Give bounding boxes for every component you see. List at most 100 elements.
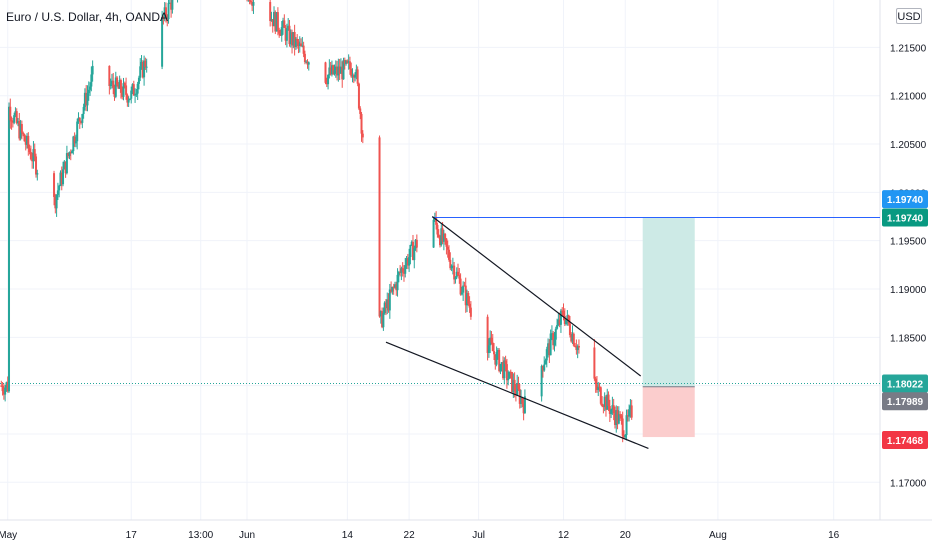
candle-body — [20, 124, 23, 133]
candle-body — [342, 60, 345, 80]
candle-body — [396, 274, 399, 291]
entry-price-badge: 1.17989 — [887, 397, 924, 408]
candle-body — [166, 17, 169, 20]
candle-body — [544, 360, 547, 365]
candle-body — [558, 319, 561, 325]
candle-body — [517, 383, 520, 390]
candle-body — [56, 190, 59, 195]
candle-body — [252, 1, 255, 6]
candle-body — [446, 246, 449, 250]
candle-body — [576, 346, 579, 351]
candle-body — [563, 316, 566, 324]
candle-body — [134, 94, 137, 96]
candle-body — [332, 65, 335, 74]
candle-body — [557, 319, 560, 326]
candle-body — [595, 384, 598, 390]
candle-body — [541, 365, 544, 371]
lower-trendline — [385, 341, 649, 450]
y-tick-label: 1.17000 — [890, 478, 927, 489]
candle-body — [163, 7, 166, 19]
candle-body — [65, 153, 68, 174]
candle-body — [455, 271, 458, 278]
stop-price-badge: 1.17468 — [887, 436, 924, 447]
candle-body — [117, 84, 120, 89]
candle-body — [548, 343, 551, 356]
candle-body — [500, 362, 503, 364]
candle-body — [112, 80, 115, 88]
candle-body — [570, 335, 573, 342]
candle-body — [395, 284, 398, 291]
x-tick-label: May — [0, 530, 17, 541]
target-price-badge: 1.19740 — [887, 195, 924, 206]
candle-body — [123, 83, 126, 86]
candle-body — [294, 38, 297, 47]
candle-body — [110, 80, 113, 85]
candle-body — [276, 12, 279, 30]
candle-body — [621, 418, 624, 436]
candle-body — [284, 27, 287, 41]
y-tick-label: 1.21500 — [890, 43, 927, 54]
x-tick-label: Jun — [239, 530, 255, 541]
candle-body — [436, 224, 439, 235]
candle-body — [251, 2, 254, 6]
candle-body — [60, 172, 63, 185]
candle-body — [625, 415, 628, 436]
candle-body — [442, 233, 445, 242]
candle-body — [69, 151, 72, 154]
candle-body — [414, 239, 417, 249]
currency-selector[interactable]: USD — [896, 8, 922, 24]
candle-body — [356, 69, 359, 84]
candle-body — [593, 347, 596, 379]
candle-body — [274, 11, 277, 32]
candle-body — [458, 275, 461, 279]
candle-body — [523, 396, 526, 414]
candle-body — [324, 62, 327, 83]
candle-body — [630, 405, 633, 418]
x-tick-label: 22 — [404, 530, 416, 541]
candle-body — [509, 371, 512, 373]
candle-body — [127, 99, 130, 103]
candle-body — [131, 84, 134, 91]
candle-body — [598, 386, 601, 388]
symbol-title[interactable]: Euro / U.S. Dollar, 4h, OANDA — [6, 10, 169, 24]
candle-body — [496, 350, 499, 352]
candle-body — [292, 31, 295, 46]
candle-body — [610, 409, 613, 414]
candle-body — [451, 265, 454, 267]
candle-body — [249, 0, 252, 3]
candle-body — [8, 106, 11, 392]
candle-body — [466, 292, 469, 306]
candle-body — [599, 387, 602, 404]
candle-body — [273, 11, 276, 27]
candle-body — [10, 120, 13, 122]
candle-body — [392, 286, 395, 288]
candle-body — [23, 134, 26, 142]
candle-body — [71, 151, 74, 154]
candle-body — [608, 406, 611, 414]
candle-body — [383, 302, 386, 314]
candle-body — [457, 271, 460, 276]
candle-body — [330, 65, 333, 75]
candle-body — [296, 38, 299, 42]
candle-body — [504, 360, 507, 365]
candle-body — [378, 137, 381, 317]
candle-body — [440, 228, 443, 246]
candle-body — [306, 61, 309, 65]
candle-body — [11, 121, 14, 123]
candle-body — [36, 173, 39, 175]
candle-body — [405, 258, 408, 266]
candle-body — [128, 98, 131, 100]
candle-body — [298, 43, 301, 47]
candle-body — [514, 390, 517, 396]
y-tick-label: 1.19000 — [890, 285, 927, 296]
candle-body — [108, 65, 111, 87]
candle-body — [348, 61, 351, 69]
candle-body — [464, 285, 467, 306]
candle-body — [549, 333, 552, 356]
candle-body — [81, 114, 84, 123]
candle-body — [144, 60, 147, 68]
candle-body — [31, 159, 34, 162]
target-price-badge-bg — [882, 190, 928, 209]
